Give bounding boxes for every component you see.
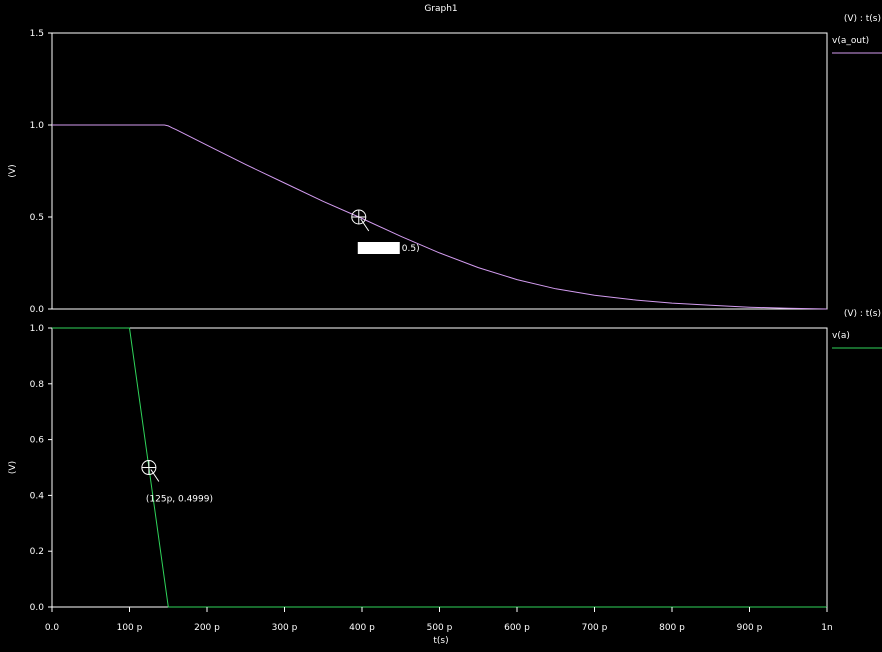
legend-header: (V) : t(s): [844, 309, 881, 319]
y-axis-label: (V): [8, 164, 18, 177]
x-tick-label: 500 p: [427, 623, 453, 633]
plot-panel-bottom: 0.0 0.2 0.4 0.6 0.8 1.0 (V) (V) : t(s) v(a) (125p…: [8, 309, 882, 613]
legend-entry-label: v(a_out): [832, 36, 869, 46]
y-tick-label: 0.0: [30, 603, 45, 613]
y-tick-label: 0.6: [30, 436, 45, 446]
y-tick-label: 0.2: [30, 547, 44, 557]
x-tick-label: 300 p: [272, 623, 298, 633]
x-axis: 0.0 100 p 200 p 300 p 400 p 500 p 600 p 700 p 80…: [45, 607, 833, 646]
cursor-arrow: [360, 218, 370, 232]
y-tick-label: 1.5: [30, 29, 44, 39]
y-tick-label: 0.0: [30, 305, 45, 315]
y-tick-label: 0.8: [30, 380, 45, 390]
x-tick-label: 600 p: [504, 623, 530, 633]
plot-panel-top: 0.0 0.5 1.0 1.5 (V) (V) : t(s) v(a_out) 395.84p…: [8, 14, 882, 315]
cursor-label-y: 0.5): [402, 244, 420, 254]
y-tick-label: 0.5: [30, 213, 44, 223]
graph-title: Graph1: [424, 4, 457, 14]
x-tick-label: 800 p: [659, 623, 685, 633]
cursor-label: (125p, 0.4999): [146, 495, 213, 505]
y-tick-label: 0.4: [30, 491, 45, 501]
series-line-v-a-: [52, 327, 827, 608]
x-tick-label: 700 p: [582, 623, 608, 633]
x-tick-label: 0.0: [45, 623, 60, 633]
cursor-arrow: [150, 469, 160, 482]
x-tick-label: 200 p: [194, 623, 220, 633]
legend-header: (V) : t(s): [844, 14, 881, 24]
x-tick-label: 400 p: [349, 623, 375, 633]
x-tick-label: 1n: [821, 623, 832, 633]
x-tick-label: 100 p: [117, 623, 143, 633]
x-axis-label: t(s): [433, 636, 448, 646]
legend-entry-label: v(a): [832, 331, 850, 341]
x-tick-label: 900 p: [737, 623, 763, 633]
plot-frame: [51, 327, 828, 608]
y-axis-label: (V): [8, 461, 18, 474]
cursor-label-highlight: [357, 242, 400, 254]
y-tick-label: 1.0: [30, 324, 45, 334]
plot-frame: [51, 32, 828, 310]
y-tick-label: 1.0: [30, 121, 45, 131]
cursor-label-x: 395.84p: [359, 244, 396, 254]
series-line-v-a-out-: [52, 124, 828, 310]
